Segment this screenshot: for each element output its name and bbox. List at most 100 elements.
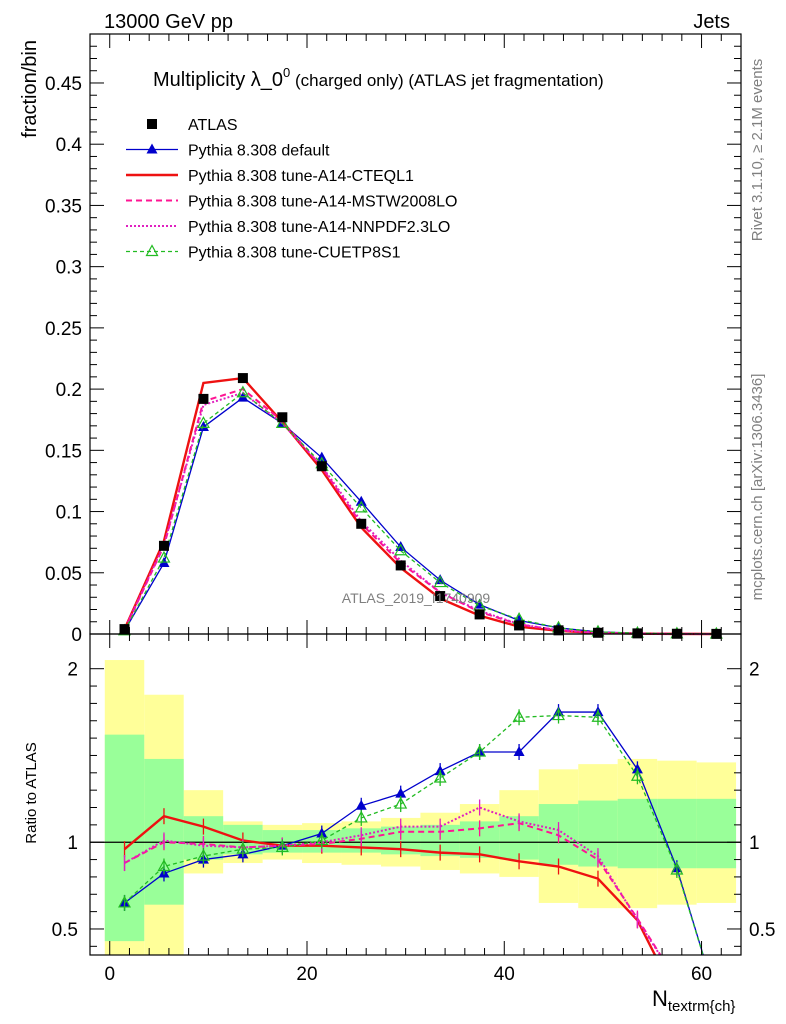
legend-label-atlas: ATLAS bbox=[188, 117, 238, 134]
ratio-y-tick-label-0: 0.5 bbox=[52, 920, 78, 941]
main-y-tick-label-5: 0.25 bbox=[45, 319, 82, 340]
ratio-marker-pythia-8-308-tune-cuetp8s1-1 bbox=[157, 859, 171, 872]
ratio-marker-pythia-8-308-tune-cuetp8s1-4 bbox=[275, 840, 289, 853]
ratio-marker-pythia-8-308-tune-cuetp8s1-8 bbox=[433, 770, 447, 783]
x-tick-label-0: 0 bbox=[104, 964, 115, 985]
main-y-tick-label-4: 0.2 bbox=[56, 380, 82, 401]
ratio-y-axis-label: Ratio to ATLAS bbox=[23, 742, 40, 843]
main-y-tick-label-6: 0.3 bbox=[56, 258, 82, 279]
ratio-marker-pythia-8-308-tune-cuetp8s1-12 bbox=[591, 710, 605, 722]
x-tick-label-1: 20 bbox=[296, 964, 317, 985]
atlas-point-10 bbox=[514, 620, 525, 631]
atlas-point-4 bbox=[277, 412, 288, 423]
uncertainty-band-inner-1 bbox=[144, 758, 184, 905]
series-marker-pythia-8-308-tune-cuetp8s1-7 bbox=[394, 543, 408, 556]
ratio-line-pythia-8-308-default bbox=[124, 711, 704, 955]
atlas-point-13 bbox=[632, 628, 643, 639]
legend: ATLAS Pythia 8.308 default Pythia 8.308 tu… bbox=[126, 117, 457, 262]
main-y-axis-label: fraction/bin bbox=[19, 40, 41, 138]
legend-label-pythia-8-308-tune-a14-mstw2008lo: Pythia 8.308 tune-A14-MSTW2008LO bbox=[188, 194, 457, 211]
ratio-marker-pythia-8-308-tune-cuetp8s1-7 bbox=[394, 796, 408, 809]
ratio-y-tick-label-2: 2 bbox=[67, 660, 78, 681]
x-axis-label: Ntextrm{ch} bbox=[652, 986, 735, 1015]
main-y-tick-label-0: 0 bbox=[71, 625, 82, 646]
ratio-marker-pythia-8-308-tune-cuetp8s1-6 bbox=[354, 810, 368, 823]
series-line-pythia-8-308-tune-a14-nnpdf2-3lo bbox=[123, 391, 717, 635]
legend-label-pythia-8-308-tune-a14-nnpdf2-3lo: Pythia 8.308 tune-A14-NNPDF2.3LO bbox=[188, 219, 450, 236]
ratio-marker-pythia-8-308-default-7 bbox=[395, 787, 407, 798]
ratio-y-tick-label-right-0: 0.5 bbox=[749, 920, 775, 941]
atlas-point-9 bbox=[474, 609, 485, 620]
atlas-point-6 bbox=[356, 518, 367, 529]
series-line-pythia-8-308-tune-cuetp8s1 bbox=[123, 391, 717, 635]
ratio-marker-pythia-8-308-tune-cuetp8s1-14 bbox=[670, 862, 684, 875]
atlas-point-12 bbox=[592, 627, 603, 638]
ratio-y-tick-label-right-1: 1 bbox=[749, 833, 760, 854]
atlas-point-1 bbox=[158, 540, 169, 551]
atlas-point-8 bbox=[435, 591, 446, 602]
header-process: 13000 GeV pp bbox=[104, 11, 233, 33]
main-y-tick-label-9: 0.45 bbox=[45, 74, 82, 95]
ratio-marker-pythia-8-308-tune-cuetp8s1-5 bbox=[315, 833, 329, 846]
series-marker-pythia-8-308-tune-cuetp8s1-2 bbox=[196, 416, 210, 428]
x-tick-label-3: 60 bbox=[691, 964, 712, 985]
legend-marker-pythia-8-308-tune-cuetp8s1 bbox=[145, 244, 159, 257]
chart-title: Multiplicity λ_00 (charged only) (ATLAS … bbox=[153, 65, 604, 91]
legend-item-pythia-8-308-tune-a14-nnpdf2-3lo: Pythia 8.308 tune-A14-NNPDF2.3LO bbox=[126, 219, 450, 236]
series-marker-pythia-8-308-tune-cuetp8s1-4 bbox=[275, 416, 289, 428]
ratio-curves bbox=[118, 704, 704, 955]
ratio-marker-pythia-8-308-tune-cuetp8s1-13 bbox=[630, 769, 644, 781]
legend-marker-atlas bbox=[147, 119, 157, 129]
main-y-tick-label-7: 0.35 bbox=[45, 196, 82, 217]
ratio-plot-content bbox=[90, 660, 741, 955]
uncertainty-band-inner-13 bbox=[617, 798, 658, 869]
series-marker-pythia-8-308-default-2 bbox=[197, 421, 209, 432]
ratio-panel-frame bbox=[89, 633, 742, 956]
series-marker-pythia-8-308-tune-cuetp8s1-3 bbox=[236, 385, 250, 398]
uncertainty-band-inner-15 bbox=[696, 798, 737, 869]
ratio-marker-pythia-8-308-tune-cuetp8s1-11 bbox=[552, 708, 566, 721]
ratio-marker-pythia-8-308-tune-cuetp8s1-3 bbox=[236, 841, 250, 854]
legend-marker-pythia-8-308-default bbox=[146, 143, 158, 154]
ratio-panel: 0.5 0.51 12 20 20 40 60 Ratio to ATLAS Ntextrm… bbox=[23, 633, 775, 1015]
legend-item-atlas: ATLAS bbox=[147, 117, 238, 134]
series-marker-pythia-8-308-tune-cuetp8s1-1 bbox=[157, 550, 171, 563]
side-mcplots-label: mcplots.cern.ch [arXiv:1306.3436] bbox=[749, 374, 766, 601]
ratio-marker-pythia-8-308-default-6 bbox=[355, 799, 367, 810]
main-y-axis: 0 0.05 0.1 0.15 0.2 0.25 0.3 0.35 0.4 0.45 bbox=[45, 34, 741, 646]
ratio-axes: 0.5 0.51 12 20 20 40 60 bbox=[52, 634, 775, 985]
ratio-y-tick-label-right-2: 2 bbox=[749, 660, 760, 681]
ratio-marker-pythia-8-308-tune-cuetp8s1-9 bbox=[473, 744, 487, 757]
legend-item-pythia-8-308-default: Pythia 8.308 default bbox=[126, 143, 330, 160]
series-marker-pythia-8-308-tune-cuetp8s1-6 bbox=[354, 500, 368, 513]
main-y-tick-label-1: 0.05 bbox=[45, 564, 82, 585]
main-y-tick-label-8: 0.4 bbox=[56, 135, 83, 156]
atlas-point-5 bbox=[316, 461, 327, 472]
atlas-point-11 bbox=[553, 625, 564, 636]
analysis-watermark: ATLAS_2019_I1740909 bbox=[342, 590, 491, 606]
ratio-line-pythia-8-308-tune-cuetp8s1 bbox=[124, 714, 704, 955]
legend-label-pythia-8-308-tune-a14-cteql1: Pythia 8.308 tune-A14-CTEQL1 bbox=[188, 168, 414, 185]
main-panel: 0 0.05 0.1 0.15 0.2 0.25 0.3 0.35 0.4 0.45 ATLAS_… bbox=[19, 33, 742, 646]
ratio-line-pythia-8-308-tune-a14-cteql1 bbox=[123, 814, 657, 955]
main-y-tick-label-2: 0.1 bbox=[56, 503, 82, 524]
atlas-point-7 bbox=[395, 560, 406, 571]
legend-item-pythia-8-308-tune-cuetp8s1: Pythia 8.308 tune-CUETP8S1 bbox=[126, 244, 401, 262]
legend-label-pythia-8-308-default: Pythia 8.308 default bbox=[188, 143, 330, 160]
ratio-line-pythia-8-308-tune-a14-nnpdf2-3lo bbox=[124, 806, 662, 955]
legend-item-pythia-8-308-tune-a14-cteql1: Pythia 8.308 tune-A14-CTEQL1 bbox=[126, 168, 414, 185]
x-tick-label-2: 40 bbox=[494, 964, 515, 985]
atlas-point-3 bbox=[237, 373, 248, 384]
ratio-marker-pythia-8-308-tune-cuetp8s1-10 bbox=[512, 710, 526, 722]
legend-item-pythia-8-308-tune-a14-mstw2008lo: Pythia 8.308 tune-A14-MSTW2008LO bbox=[126, 194, 457, 211]
legend-label-pythia-8-308-tune-cuetp8s1: Pythia 8.308 tune-CUETP8S1 bbox=[188, 245, 401, 262]
side-rivet-label: Rivet 3.1.10, ≥ 2.1M events bbox=[749, 59, 766, 242]
series-marker-pythia-8-308-tune-cuetp8s1-8 bbox=[433, 575, 447, 588]
header-jets: Jets bbox=[693, 11, 730, 33]
ratio-marker-pythia-8-308-default-10 bbox=[513, 745, 525, 756]
ratio-marker-pythia-8-308-tune-cuetp8s1-0 bbox=[118, 895, 132, 908]
ratio-marker-pythia-8-308-tune-cuetp8s1-2 bbox=[196, 848, 210, 861]
atlas-point-0 bbox=[119, 624, 130, 635]
main-y-tick-label-3: 0.15 bbox=[45, 441, 82, 462]
